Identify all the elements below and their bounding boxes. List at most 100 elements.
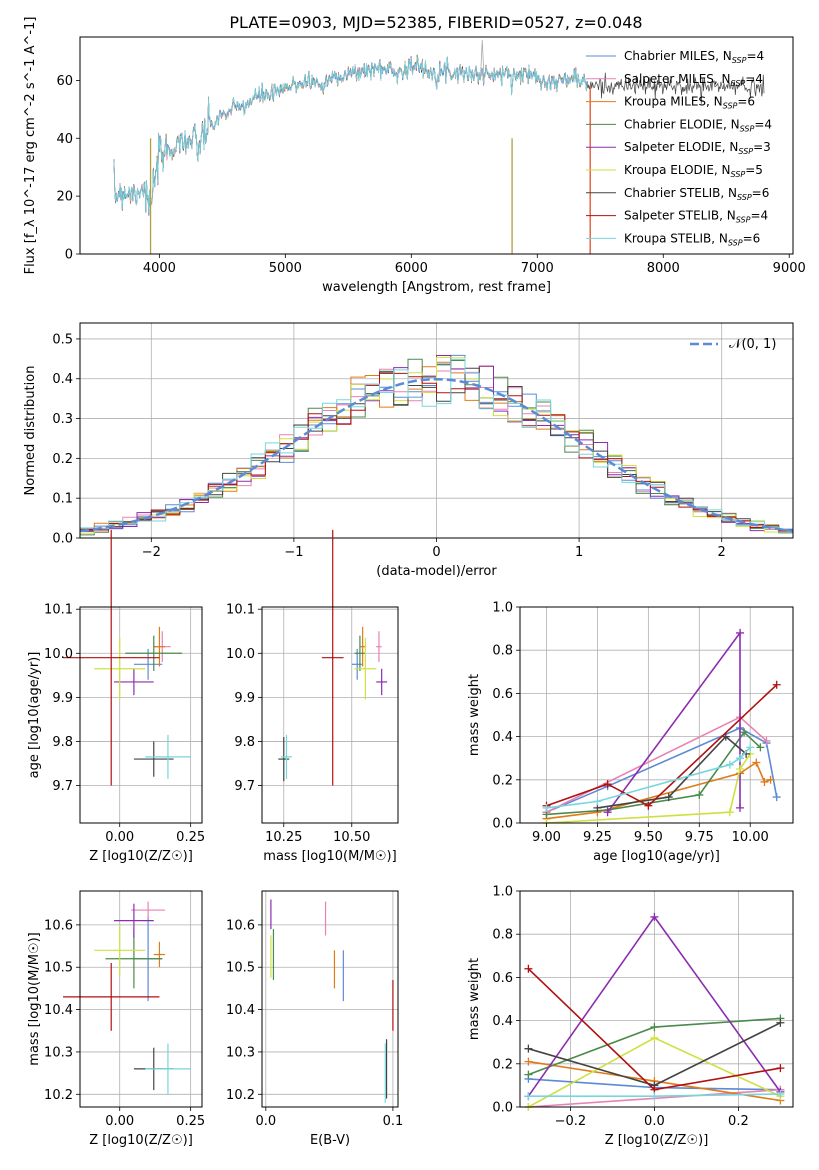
legend-label: 𝒩(0, 1) — [729, 337, 776, 352]
plus-marker — [776, 1064, 785, 1073]
legend-label: Kroupa MILES, NSSP=6 — [624, 95, 755, 111]
y-tick-label: 0.6 — [492, 971, 513, 986]
y-tick-label: 40 — [56, 132, 73, 147]
plus-marker — [772, 793, 781, 802]
spectrum-panel: 4000 5000 6000 7000 8000 9000 0 20 40 60 wavelengt… — [23, 17, 806, 295]
y-axis-label: mass weight — [467, 674, 482, 756]
x-axis-label: mass [log10(M/M☉)] — [263, 849, 396, 864]
normal-reference-curve — [79, 377, 794, 533]
x-tick-label: 0 — [432, 545, 440, 560]
x-tick-label: 9.25 — [583, 830, 612, 845]
y-tick-label: 0.4 — [52, 372, 73, 387]
y-tick-label: 10.0 — [44, 647, 73, 662]
plus-marker — [721, 732, 730, 741]
x-tick-label: 1 — [575, 545, 583, 560]
x-tick-label: 0.1 — [383, 1114, 404, 1129]
plus-marker — [766, 775, 775, 784]
error-bar-point — [131, 901, 166, 919]
x-tick-label: 10.00 — [732, 830, 769, 845]
y-tick-label: 0.5 — [52, 332, 73, 347]
y-tick-label: 10.1 — [44, 603, 73, 618]
weight-line-chabrier-elodie — [546, 731, 761, 816]
plus-marker — [650, 1092, 659, 1101]
y-tick-label: 0.8 — [492, 644, 513, 659]
error-bar-point — [354, 635, 366, 671]
plus-marker — [740, 728, 749, 737]
y-tick-label: 0.3 — [52, 412, 73, 427]
plus-marker — [524, 1070, 533, 1079]
legend-label: Chabrier STELIB, NSSP=6 — [624, 186, 769, 202]
x-tick-label: 7000 — [521, 261, 554, 276]
error-bar-point — [351, 648, 363, 680]
age_vs_Z-panel: 0.00 0.25 9.7 9.8 9.9 10.0 10.1 Z [log10(Z/Z☉)]… — [27, 529, 205, 864]
error-bar-point — [125, 635, 183, 671]
x-axis-label: Z [log10(Z/Z☉)] — [89, 849, 193, 864]
x-axis-label: Z [log10(Z/Z☉)] — [605, 1133, 709, 1148]
plus-marker — [695, 790, 704, 799]
plus-marker — [776, 1018, 785, 1027]
y-tick-label: 9.8 — [234, 735, 255, 750]
x-tick-label: 0.2 — [728, 1114, 749, 1129]
y-tick-label: 20 — [56, 190, 73, 205]
legend-label: Salpeter ELODIE, NSSP=3 — [624, 140, 771, 156]
x-axis-label: wavelength [Angstrom, rest frame] — [322, 280, 551, 295]
emission-line-spike — [479, 39, 485, 81]
weight_vs_Z-panel: −0.2 0.0 0.2 0.0 0.2 0.4 0.6 0.8 1.0 Z [log10(Z/Z… — [467, 885, 794, 1148]
plus-marker — [542, 803, 551, 812]
plus-marker — [664, 793, 673, 802]
legend-label: Chabrier MILES, NSSP=4 — [624, 49, 764, 65]
y-tick-label: 0.8 — [492, 928, 513, 943]
x-tick-label: 9000 — [773, 261, 806, 276]
weight_vs_Z-marks — [524, 912, 785, 1111]
y-tick-label: 0.4 — [492, 730, 513, 745]
y-axis-label: mass weight — [467, 958, 482, 1040]
age_vs_mass-marks — [278, 529, 388, 786]
weight-line-salpeter-elodie — [606, 630, 741, 813]
x-tick-label: 6000 — [395, 261, 428, 276]
plus-marker — [736, 803, 745, 812]
y-tick-label: 10.5 — [226, 961, 255, 976]
error-bar-point — [145, 734, 191, 779]
x-tick-label: 9.75 — [685, 830, 714, 845]
weight_vs_Z-frame — [519, 890, 794, 1108]
error-bar-point — [94, 924, 146, 976]
plus-marker — [644, 801, 653, 810]
y-tick-label: 10.4 — [226, 1003, 255, 1018]
plus-marker — [650, 1033, 659, 1042]
x-tick-label: 0.0 — [255, 1114, 276, 1129]
age_vs_mass-panel: 10.25 10.50 9.7 9.8 9.9 10.0 10.1 mass [log10(M… — [226, 529, 399, 864]
y-tick-label: 1.0 — [492, 601, 513, 616]
spectrum-marks — [113, 39, 765, 254]
y-tick-label: 0.0 — [52, 532, 73, 547]
spectrum-frame — [79, 36, 794, 255]
y-tick-label: 0.6 — [492, 687, 513, 702]
legend-label: Chabrier ELODIE, NSSP=4 — [624, 117, 772, 133]
plus-marker — [736, 628, 745, 637]
plus-marker — [524, 1092, 533, 1101]
residuals-marks — [79, 354, 794, 536]
age_vs_mass-frame — [261, 606, 399, 824]
error-bar-point — [105, 929, 163, 989]
residuals-frame — [79, 322, 794, 539]
y-tick-label: 10.6 — [44, 918, 73, 933]
error-bar-point — [62, 963, 160, 1031]
error-bar-point — [376, 668, 388, 696]
legend: 𝒩(0, 1) — [690, 337, 776, 352]
plus-marker — [756, 743, 765, 752]
legend-label: Kroupa STELIB, NSSP=6 — [624, 231, 760, 247]
plus-marker — [762, 736, 771, 745]
weight_vs_age-frame — [519, 606, 794, 824]
x-tick-label: −2 — [142, 545, 161, 560]
x-axis-label: E(B-V) — [310, 1133, 350, 1148]
y-tick-label: 10.6 — [226, 918, 255, 933]
plus-marker — [650, 912, 659, 921]
x-tick-label: −1 — [284, 545, 303, 560]
y-tick-label: 0.0 — [492, 1101, 513, 1116]
y-tick-label: 0.1 — [52, 492, 73, 507]
legend-label: Salpeter STELIB, NSSP=4 — [624, 209, 768, 225]
plus-marker — [524, 1044, 533, 1053]
x-tick-label: 8000 — [647, 261, 680, 276]
mass_vs_ebv-panel: 0.0 0.1 10.2 10.3 10.4 10.5 10.6 E(B-V) — [226, 890, 404, 1148]
y-tick-label: 9.8 — [52, 735, 73, 750]
